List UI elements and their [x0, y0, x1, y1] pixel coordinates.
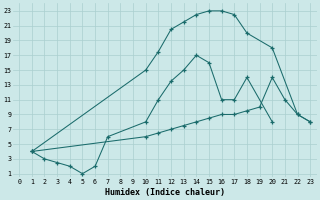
X-axis label: Humidex (Indice chaleur): Humidex (Indice chaleur) [105, 188, 225, 197]
